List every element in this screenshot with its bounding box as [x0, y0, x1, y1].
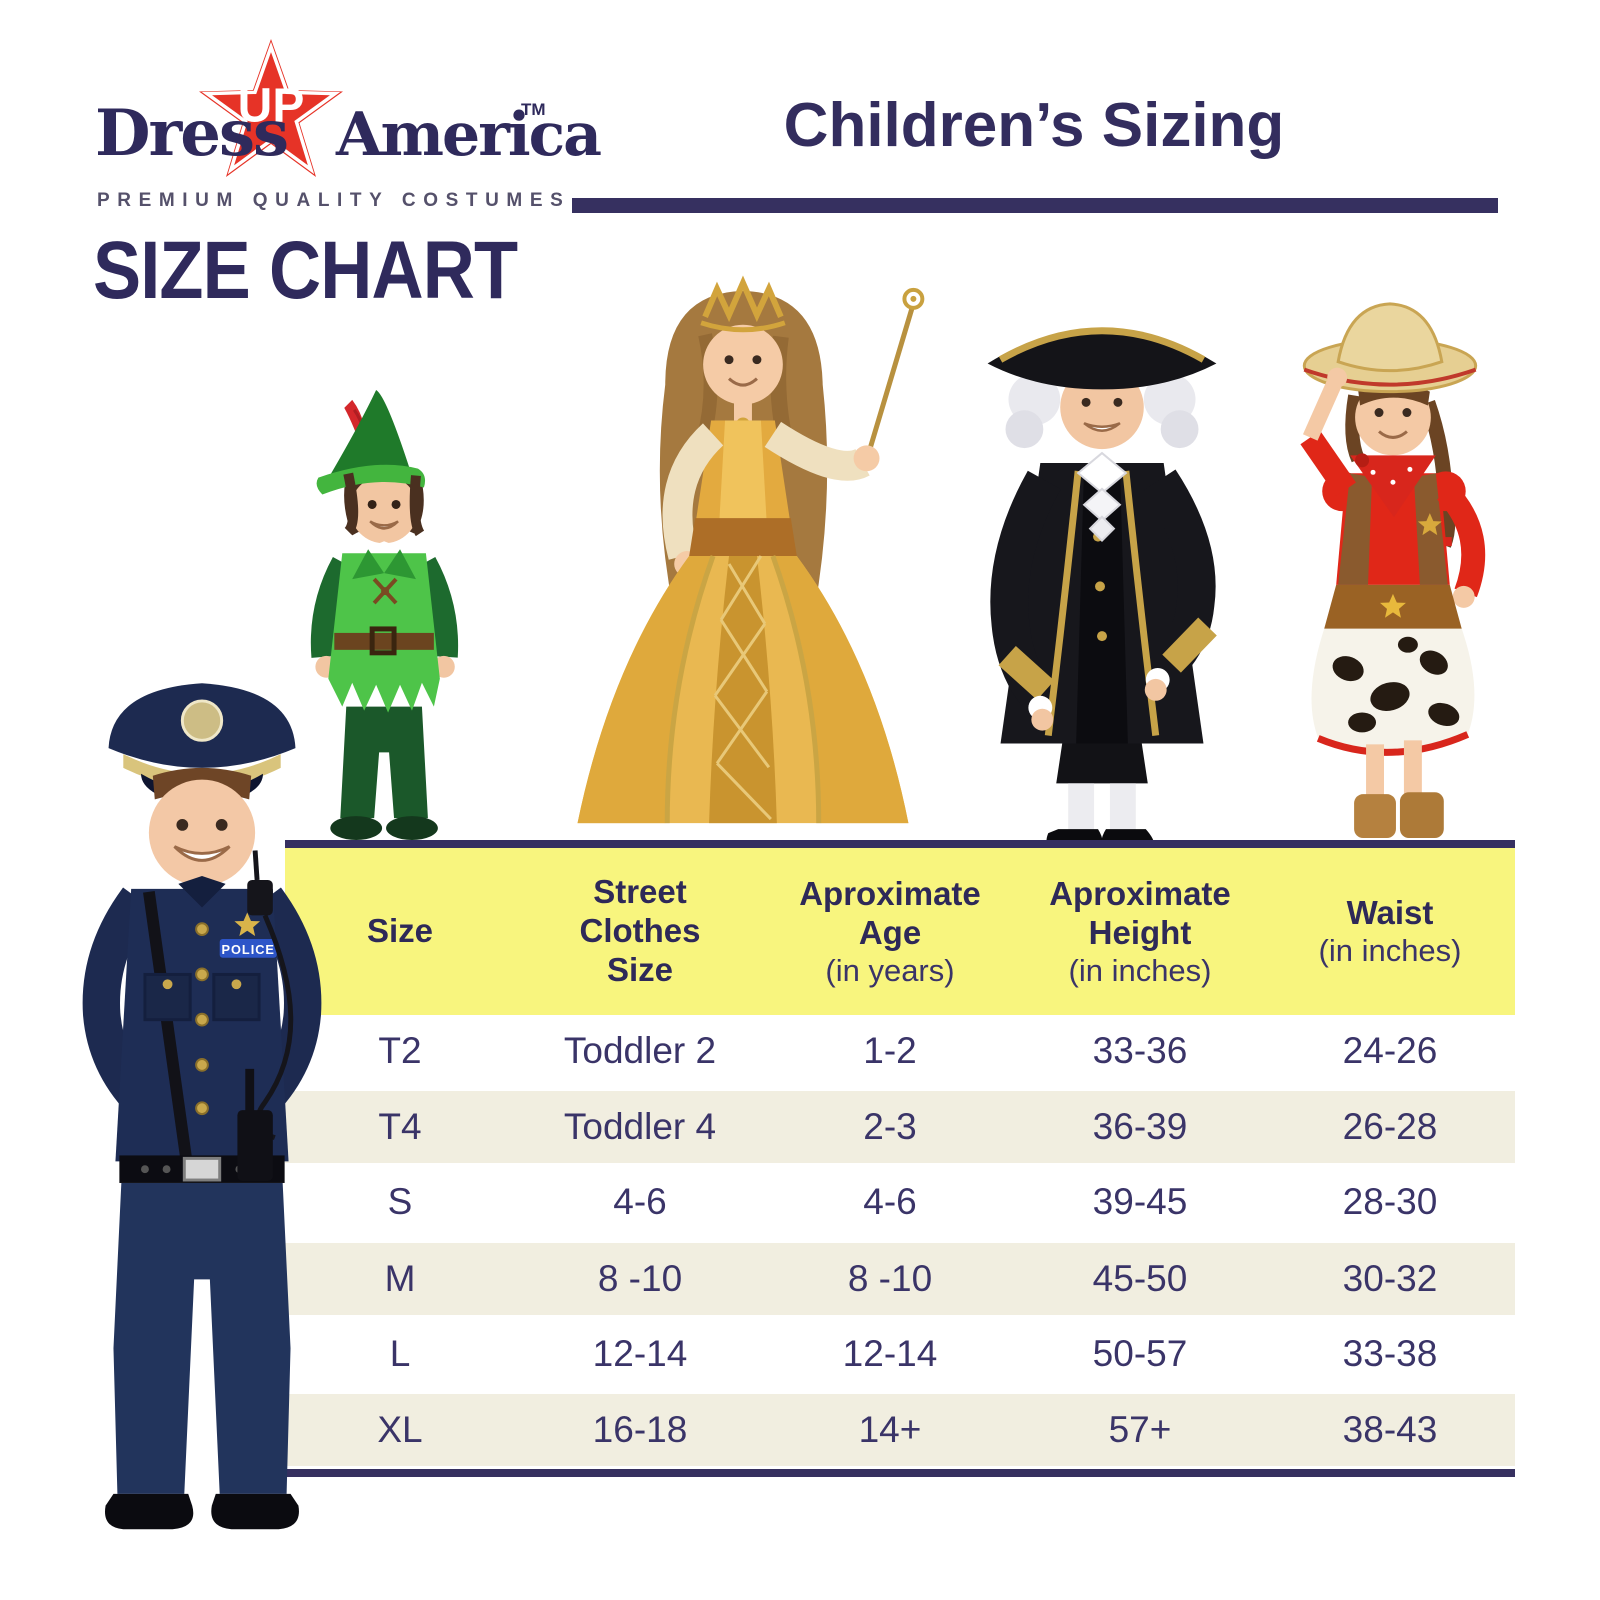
- street-size-cell: 16-18: [592, 1408, 688, 1450]
- waist-cell: 33-38: [1342, 1332, 1438, 1374]
- column-header-sub: (in inches): [1318, 933, 1462, 969]
- brand-tagline: PREMIUM QUALITY COSTUMES: [97, 190, 571, 211]
- column-header-age: Aproximate Age (in years): [765, 875, 1015, 989]
- cowgirl-costume-photo: [1300, 302, 1486, 839]
- colonial-costume-photo: [987, 327, 1217, 848]
- height-cell: 57+: [1108, 1408, 1172, 1450]
- table-row-xl: XL 16-18 14+ 57+ 38-43: [285, 1389, 1515, 1470]
- police-patch-label: POLICE: [222, 942, 275, 957]
- height-cell: 33-36: [1092, 1030, 1188, 1072]
- table-header-row: Size Street Clothes Size Aproximate Age …: [285, 848, 1515, 1015]
- brand-name-left: Dress: [95, 96, 289, 171]
- age-cell: 14+: [858, 1408, 922, 1450]
- age-cell: 1-2: [863, 1030, 917, 1072]
- column-header-label: Street Clothes Size: [579, 873, 701, 988]
- column-header-size: Size: [285, 912, 515, 951]
- brand-name-right: America: [336, 100, 602, 170]
- age-cell: 12-14: [842, 1332, 938, 1374]
- size-cell: T4: [378, 1106, 422, 1148]
- column-header-sub: (in years): [825, 952, 955, 988]
- table-row-t2: T2 Toddler 2 1-2 33-36 24-26: [285, 1015, 1515, 1087]
- size-cell: T2: [378, 1030, 422, 1072]
- princess-costume-photo: [577, 275, 925, 824]
- table-row-l: L 12-14 12-14 50-57 33-38: [285, 1318, 1515, 1390]
- column-header-label: Aproximate Age: [799, 874, 981, 951]
- column-header-street-clothes: Street Clothes Size: [515, 873, 765, 990]
- table-body: T2 Toddler 2 1-2 33-36 24-26 T4 Toddler …: [285, 1015, 1515, 1470]
- police-officer-costume-photo: POLICE: [82, 683, 322, 1530]
- street-size-cell: 4-6: [613, 1181, 667, 1223]
- waist-cell: 24-26: [1342, 1030, 1438, 1072]
- column-header-height: Aproximate Height (in inches): [1015, 875, 1265, 989]
- column-header-label: Size: [366, 912, 434, 950]
- column-header-label: Waist: [1346, 894, 1434, 932]
- brand-star-icon: UP: [199, 39, 343, 177]
- trademark-mark: TM: [521, 100, 546, 119]
- size-cell: S: [387, 1181, 413, 1223]
- waist-cell: 28-30: [1342, 1181, 1438, 1223]
- height-cell: 50-57: [1092, 1332, 1188, 1374]
- age-cell: 8 -10: [847, 1257, 933, 1299]
- waist-cell: 30-32: [1342, 1257, 1438, 1299]
- size-chart-heading: SIZE CHART: [93, 225, 518, 316]
- table-row-m: M 8 -10 8 -10 45-50 30-32: [285, 1238, 1515, 1318]
- table-row-s: S 4-6 4-6 39-45 28-30: [285, 1166, 1515, 1238]
- age-cell: 2-3: [863, 1106, 917, 1148]
- size-cell: XL: [377, 1408, 423, 1450]
- size-table: Size Street Clothes Size Aproximate Age …: [285, 840, 1515, 1477]
- size-cell: M: [384, 1257, 416, 1299]
- size-cell: L: [389, 1332, 411, 1374]
- column-header-sub: (in inches): [1068, 952, 1212, 988]
- table-top-border: [285, 840, 1515, 848]
- page-title: Children’s Sizing: [783, 91, 1285, 160]
- waist-cell: 26-28: [1342, 1106, 1438, 1148]
- height-cell: 39-45: [1092, 1181, 1188, 1223]
- street-size-cell: Toddler 2: [563, 1030, 717, 1072]
- age-cell: 4-6: [863, 1181, 917, 1223]
- street-size-cell: 8 -10: [597, 1257, 683, 1299]
- title-underline: [572, 198, 1498, 213]
- height-cell: 45-50: [1092, 1257, 1188, 1299]
- street-size-cell: Toddler 4: [563, 1106, 717, 1148]
- column-header-waist: Waist (in inches): [1265, 894, 1515, 969]
- height-cell: 36-39: [1092, 1106, 1188, 1148]
- brand-star-label: UP: [238, 80, 305, 133]
- peter-pan-costume-photo: [310, 389, 459, 841]
- column-header-label: Aproximate Height: [1049, 874, 1231, 951]
- table-bottom-border: [285, 1469, 1515, 1477]
- table-row-t4: T4 Toddler 4 2-3 36-39 26-28: [285, 1087, 1515, 1167]
- waist-cell: 38-43: [1342, 1408, 1438, 1450]
- street-size-cell: 12-14: [592, 1332, 688, 1374]
